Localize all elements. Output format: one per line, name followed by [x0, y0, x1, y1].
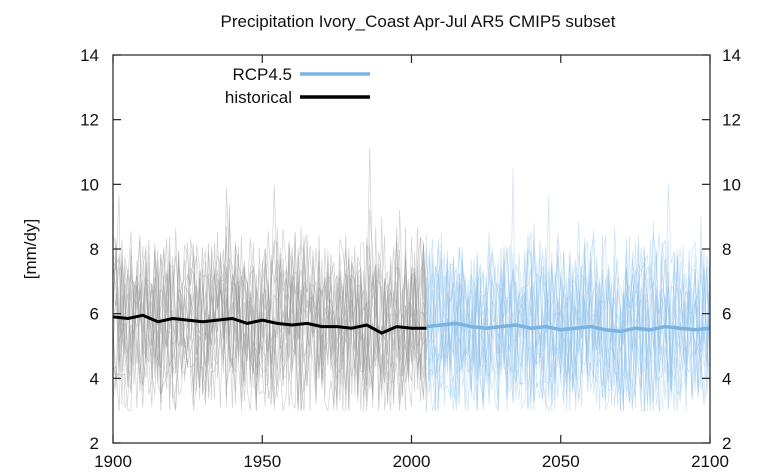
historical-ensemble-member — [112, 204, 427, 409]
rcp45-ensemble-member — [426, 233, 711, 411]
series-line-historical — [112, 313, 427, 335]
rcp45-ensemble-member — [426, 220, 711, 411]
y-tick-label-left: 4 — [90, 369, 99, 388]
historical-ensemble-member — [112, 226, 427, 411]
x-tick-label: 1950 — [243, 452, 281, 471]
y-tick-label-right: 4 — [722, 369, 731, 388]
legend: RCP4.5 historical — [225, 65, 370, 107]
series-lines — [112, 313, 711, 335]
y-tick-label-right: 14 — [722, 46, 741, 65]
rcp45-ensemble-member — [426, 168, 711, 411]
y-tick-label-right: 12 — [722, 111, 741, 130]
historical-ensemble-member — [112, 235, 427, 412]
historical-ensemble-member — [112, 147, 427, 411]
rcp45-ensemble-member — [426, 232, 711, 411]
y-tick-label-right: 8 — [722, 240, 731, 259]
rcp45-ensemble-member — [426, 235, 711, 411]
y-axis-title: [mm/dy] — [21, 219, 40, 279]
historical-ensemble-member — [112, 239, 427, 411]
historical-ensemble-member — [112, 232, 427, 411]
x-axis: 1900 1950 2000 2050 2100 — [94, 55, 729, 471]
rcp45-ensemble-member — [426, 234, 711, 411]
rcp45-ensemble-member — [426, 240, 711, 411]
historical-ensemble-member — [112, 227, 427, 411]
historical-ensemble-member — [112, 187, 427, 411]
historical-ensemble-member — [112, 185, 427, 411]
y-tick-label-left: 14 — [80, 46, 99, 65]
x-tick-label: 2050 — [542, 452, 580, 471]
legend-label-historical: historical — [225, 88, 292, 107]
y-tick-label-left: 8 — [90, 240, 99, 259]
y-tick-label-left: 12 — [80, 111, 99, 130]
chart-title: Precipitation Ivory_Coast Apr-Jul AR5 CM… — [221, 12, 616, 31]
historical-ensemble-member — [112, 208, 427, 411]
y-tick-label-left: 2 — [90, 434, 99, 453]
rcp45-ensemble-member — [426, 216, 711, 412]
rcp45-ensemble-member — [426, 195, 711, 411]
y-axis-left: 2 4 6 8 10 12 14 — [80, 46, 121, 453]
y-tick-label-right: 2 — [722, 434, 731, 453]
historical-ensemble-member — [112, 226, 427, 411]
y-axis-right: 2 4 6 8 10 12 14 — [702, 46, 741, 453]
rcp45-ensemble-member — [426, 222, 711, 412]
ensemble-members — [112, 147, 711, 412]
rcp45-ensemble-member — [426, 238, 711, 411]
x-tick-label: 1900 — [94, 452, 132, 471]
historical-ensemble-member — [112, 229, 427, 401]
x-tick-label: 2100 — [691, 452, 729, 471]
legend-label-rcp45: RCP4.5 — [232, 65, 292, 84]
rcp45-ensemble-member — [426, 183, 711, 412]
y-tick-label-left: 10 — [80, 175, 99, 194]
y-tick-label-right: 10 — [722, 175, 741, 194]
rcp45-ensemble-member — [426, 235, 711, 411]
x-tick-label: 2000 — [393, 452, 431, 471]
historical-ensemble-member — [112, 226, 427, 411]
rcp45-ensemble-member — [426, 244, 711, 412]
y-tick-label-left: 6 — [90, 305, 99, 324]
historical-ensemble-member — [112, 219, 427, 411]
rcp45-ensemble-member — [426, 221, 711, 411]
y-tick-label-right: 6 — [722, 305, 731, 324]
series-line-rcp4-5 — [426, 321, 711, 334]
historical-ensemble-member — [112, 244, 427, 402]
